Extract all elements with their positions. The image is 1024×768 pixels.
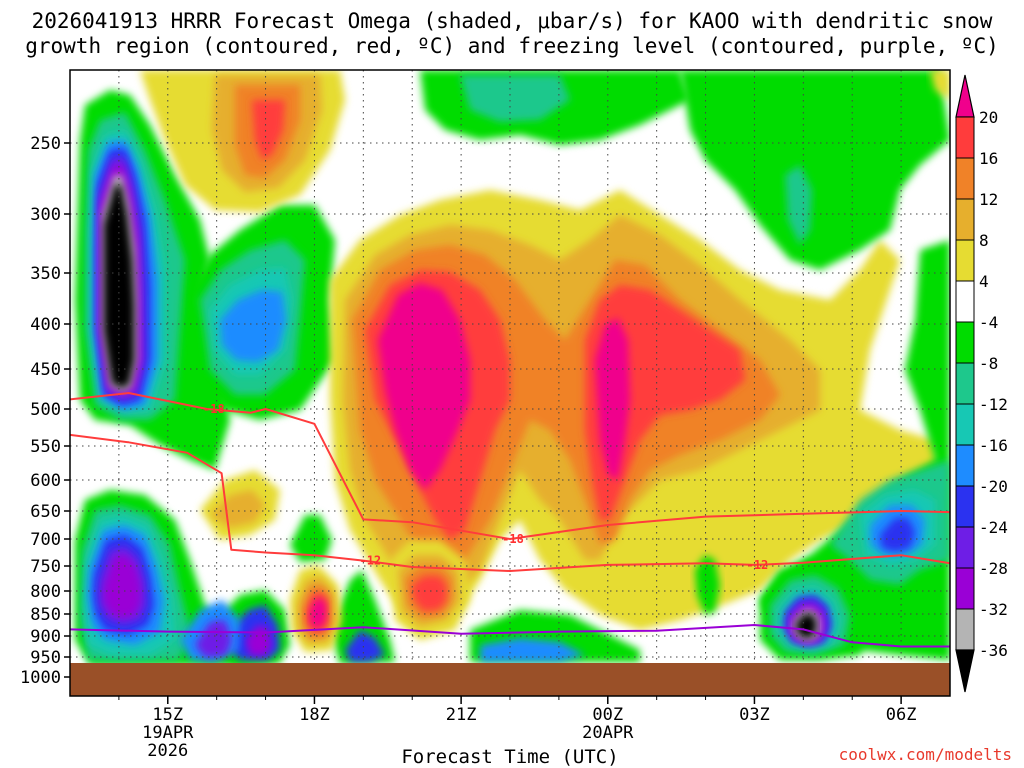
colorbar-label: -4 (979, 313, 998, 332)
dendritic-minus-18-label: -18 (203, 402, 225, 416)
freezing-level-line (70, 624, 950, 648)
omega-cell-02z-green (695, 555, 720, 615)
colorbar-swatch (955, 239, 975, 282)
y-tick-label: 350 (30, 264, 61, 284)
y-tick-label: 1000 (20, 668, 61, 688)
dendritic-minus-12-line (70, 433, 950, 572)
colorbar-swatch (955, 157, 975, 200)
dendritic-minus-18-label: -18 (502, 532, 524, 546)
x-axis-label: Forecast Time (UTC) (401, 746, 618, 768)
y-tick-label: 900 (30, 627, 61, 647)
y-tick-label: 800 (30, 582, 61, 602)
colorbar-swatch (955, 321, 975, 364)
y-tick-label: 600 (30, 471, 61, 491)
colorbar-bottom-arrow (955, 649, 975, 693)
omega-surface-lightblue (480, 638, 585, 662)
omega-top-red (252, 100, 285, 160)
credit-text: coolwx.com/modelts (839, 745, 1012, 764)
x-tick-year: 2026 (147, 741, 188, 761)
x-tick-label: 06Z (886, 705, 917, 725)
colorbar-label: -20 (979, 477, 1008, 496)
colorbar-label: -36 (979, 641, 1008, 660)
omega-right-lower-blue (880, 518, 915, 552)
dendritic-minus-12-label: -12 (359, 554, 381, 568)
x-tick-label: 15Z (152, 705, 183, 725)
colorbar-label: 12 (979, 190, 998, 209)
ground-layer (70, 663, 950, 696)
temperature-contours: -18 -18 -12 -12 (70, 392, 950, 648)
omega-center-magenta (378, 283, 470, 490)
y-tick-label: 250 (30, 134, 61, 154)
plot-area: -18 -18 -12 -12 (70, 70, 950, 696)
colorbar-label: -12 (979, 395, 1008, 414)
colorbar-top-arrow (955, 74, 975, 118)
dendritic-minus-12-label: -12 (747, 558, 769, 572)
y-tick-label: 300 (30, 205, 61, 225)
y-axis: 2503003504004505005506006507007508008509… (20, 134, 70, 688)
y-tick-label: 700 (30, 530, 61, 550)
colorbar-label: -24 (979, 518, 1008, 537)
colorbar-swatch (955, 444, 975, 487)
colorbar-swatch (955, 198, 975, 241)
colorbar-swatch (955, 567, 975, 610)
omega-mid-upper-lightblue (220, 290, 286, 362)
grid-lines (70, 70, 950, 696)
title-line-1: 2026041913 HRRR Forecast Omega (shaded, … (32, 9, 993, 33)
colorbar-label: 4 (979, 272, 989, 291)
omega-topright-seagreen (460, 75, 570, 122)
colorbar-label: -32 (979, 600, 1008, 619)
y-tick-label: 950 (30, 648, 61, 668)
colorbar-swatch (955, 526, 975, 569)
colorbar-label: 16 (979, 149, 998, 168)
y-tick-label: 500 (30, 400, 61, 420)
colorbar-label: -8 (979, 354, 998, 373)
colorbar: 20 16 12 8 4 -4 -8 -12 -16 -20 -24 -28 -32 -36 (955, 74, 1008, 693)
x-tick-label: 00Z (592, 705, 623, 725)
y-tick-label: 550 (30, 437, 61, 457)
omega-topright-yellow (930, 70, 950, 100)
y-tick-label: 850 (30, 605, 61, 625)
colorbar-swatch (955, 608, 975, 651)
y-tick-label: 650 (30, 502, 61, 522)
colorbar-label: -16 (979, 436, 1008, 455)
colorbar-swatch (955, 362, 975, 405)
colorbar-label: 8 (979, 231, 989, 250)
title-line-2: growth region (contoured, red, ºC) and f… (25, 34, 999, 58)
x-tick-label: 18Z (299, 705, 330, 725)
omega-topright2-green (680, 70, 950, 270)
x-tick-label: 03Z (739, 705, 770, 725)
omega-field (75, 70, 950, 665)
omega-cell-16z-gold (210, 490, 265, 528)
y-tick-label: 400 (30, 315, 61, 335)
colorbar-swatch (955, 403, 975, 446)
x-tick-label: 21Z (446, 705, 477, 725)
dendritic-minus-18-line (70, 392, 950, 540)
omega-lowleft-purple (104, 555, 140, 618)
y-tick-label: 750 (30, 557, 61, 577)
omega-right-magenta (595, 318, 630, 480)
colorbar-swatch (955, 280, 975, 323)
colorbar-swatch (955, 116, 975, 159)
x-tick-date: 19APR (142, 723, 194, 743)
omega-cell-20z-red (412, 576, 447, 611)
colorbar-swatch (955, 485, 975, 528)
colorbar-label: 20 (979, 108, 998, 127)
omega-cell-19z-blue (345, 630, 385, 662)
x-tick-date: 20APR (582, 723, 634, 743)
omega-cell-19z-green (330, 570, 395, 664)
colorbar-label: -28 (979, 559, 1008, 578)
omega-cell-15z-violet (195, 620, 232, 658)
y-tick-label: 450 (30, 360, 61, 380)
omega-topright2-seagreen (785, 165, 812, 245)
